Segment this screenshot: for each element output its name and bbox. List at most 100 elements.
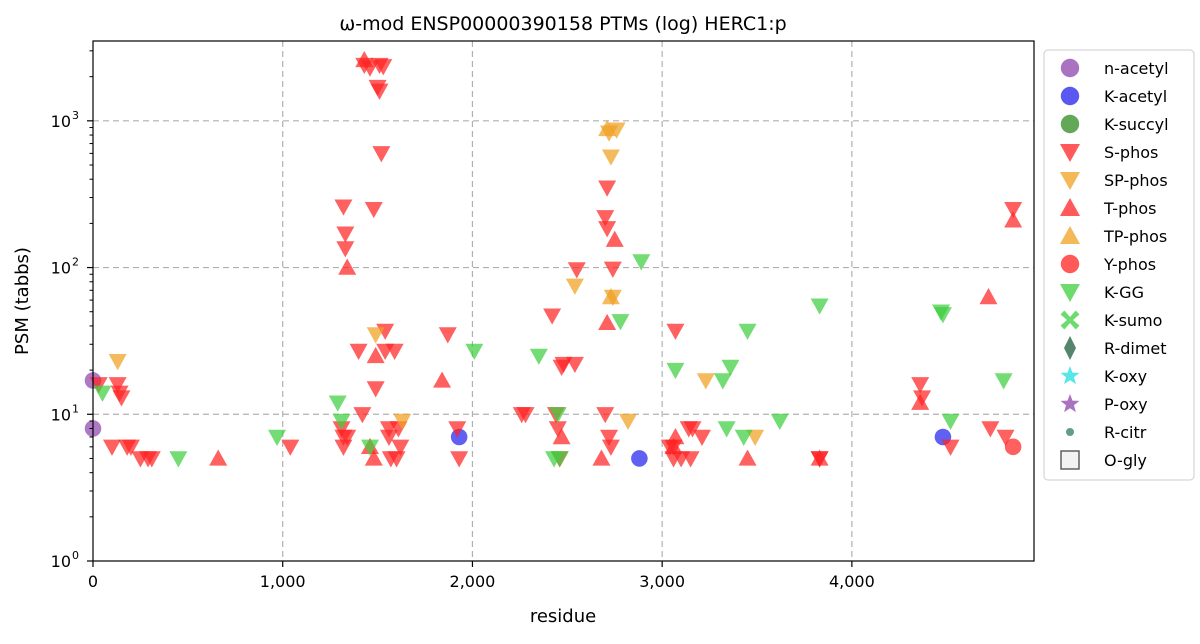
data-point-S-phos xyxy=(692,429,711,447)
data-point-S-phos xyxy=(911,377,930,394)
data-point-S-phos xyxy=(334,439,353,456)
data-point-S-phos xyxy=(353,407,372,424)
data-point-S-phos xyxy=(666,323,685,340)
data-point-S-phos xyxy=(102,439,121,456)
legend-marker-P-oxy xyxy=(1060,394,1080,413)
legend-marker-SP-phos xyxy=(1060,172,1080,190)
legend-marker-K-acetyl xyxy=(1060,86,1080,106)
data-point-S-phos xyxy=(372,146,391,163)
legend-box xyxy=(1043,49,1195,481)
legend-marker-Y-phos xyxy=(1060,254,1080,274)
legend-marker-O-gly xyxy=(1060,450,1080,470)
legend: n-acetyl K-acetyl K-succyl S-phos SP-phos T-p… xyxy=(1043,49,1195,481)
legend-label: R-dimet xyxy=(1104,339,1167,358)
data-point-K-GG xyxy=(632,254,651,271)
legend-label: n-acetyl xyxy=(1104,59,1169,78)
data-point-T-phos xyxy=(810,449,829,466)
data-points xyxy=(84,50,1023,468)
data-point-K-GG xyxy=(770,413,789,430)
data-point-T-phos xyxy=(664,437,683,455)
x-tick-label: 0 xyxy=(88,572,98,591)
data-point-K-GG xyxy=(734,429,753,447)
legend-label: S-phos xyxy=(1104,143,1158,162)
data-point-S-phos xyxy=(543,308,562,325)
legend-marker-n-acetyl xyxy=(1060,58,1080,78)
data-point-S-phos xyxy=(603,261,622,278)
legend-marker-K-succyl xyxy=(1060,114,1080,134)
data-point-SP-phos xyxy=(746,429,765,447)
data-point-S-phos xyxy=(681,451,700,468)
data-point-K-GG xyxy=(169,451,188,468)
data-point-K-GG xyxy=(529,348,548,365)
y-axis-label: PSM (tabbs) xyxy=(12,247,33,355)
data-point-S-phos xyxy=(996,429,1015,447)
data-point-T-phos xyxy=(209,449,228,466)
data-point-K-GG xyxy=(941,413,960,430)
y-tick-exponent: 2 xyxy=(72,256,79,269)
legend-label: Y-phos xyxy=(1103,255,1156,274)
data-point-K-GG xyxy=(810,298,829,315)
data-point-SP-phos xyxy=(393,413,412,430)
data-point-S-phos xyxy=(387,451,406,468)
y-tick-exponent: 1 xyxy=(72,402,79,415)
data-point-S-phos xyxy=(596,210,615,227)
y-tick-exponent: 0 xyxy=(72,549,79,562)
data-point-S-phos xyxy=(565,356,584,374)
data-point-K-acetyl xyxy=(631,450,648,467)
legend-label: K-GG xyxy=(1104,283,1144,302)
data-point-T-phos xyxy=(598,313,617,331)
y-tick-label: 10 xyxy=(51,112,71,131)
data-point-S-phos xyxy=(1004,201,1023,219)
legend-label: K-succyl xyxy=(1104,115,1169,134)
x-tick-label: 2,000 xyxy=(450,572,496,591)
data-point-K-GG xyxy=(93,385,112,402)
chart-title: ω-mod ENSP00000390158 PTMs (log) HERC1:p xyxy=(339,13,786,35)
x-tick-label: 4,000 xyxy=(829,572,875,591)
data-point-S-phos xyxy=(112,390,131,407)
data-point-S-phos xyxy=(121,439,140,456)
data-point-T-phos xyxy=(605,230,624,247)
data-point-S-phos xyxy=(349,343,368,360)
data-point-K-GG xyxy=(933,307,952,324)
data-point-S-phos xyxy=(366,381,385,398)
plot-frame xyxy=(92,40,1035,562)
data-point-T-phos xyxy=(338,258,357,275)
legend-marker-K-oxy xyxy=(1060,366,1080,385)
data-point-T-phos xyxy=(433,371,452,388)
data-point-S-phos xyxy=(598,180,617,197)
data-point-S-phos xyxy=(601,439,620,456)
data-point-T-phos xyxy=(355,50,374,68)
data-point-Y-phos xyxy=(1004,438,1022,456)
data-point-TP-phos xyxy=(601,287,620,305)
data-point-S-phos xyxy=(142,451,161,468)
data-point-S-phos xyxy=(600,429,619,447)
data-point-S-phos xyxy=(281,439,300,456)
data-point-T-phos xyxy=(666,428,685,445)
legend-marker-R-citr xyxy=(1066,428,1074,436)
y-tick-exponent: 3 xyxy=(72,109,79,122)
data-point-SP-phos xyxy=(565,278,584,295)
legend-label: T-phos xyxy=(1103,199,1157,218)
data-point-K-GG xyxy=(666,362,685,380)
legend-label: TP-phos xyxy=(1103,227,1167,246)
data-point-K-GG xyxy=(328,395,347,412)
x-axis-label: residue xyxy=(530,606,596,627)
data-point-SP-phos xyxy=(696,373,715,390)
legend-marker-K-GG xyxy=(1060,284,1080,302)
data-point-K-GG xyxy=(721,359,740,376)
data-point-SP-phos xyxy=(366,327,385,344)
legend-label: P-oxy xyxy=(1104,395,1148,414)
data-point-S-phos xyxy=(379,429,398,447)
data-point-S-phos xyxy=(370,83,389,100)
x-tick-label: 3,000 xyxy=(639,572,685,591)
data-point-S-phos xyxy=(567,262,586,279)
data-point-S-phos xyxy=(596,407,615,424)
legend-marker-S-phos xyxy=(1060,144,1080,162)
data-point-K-GG xyxy=(268,429,287,447)
data-point-S-phos xyxy=(981,421,1000,438)
x-tick-label: 1,000 xyxy=(260,572,306,591)
data-point-T-phos xyxy=(979,287,998,305)
data-point-T-phos xyxy=(592,449,611,466)
